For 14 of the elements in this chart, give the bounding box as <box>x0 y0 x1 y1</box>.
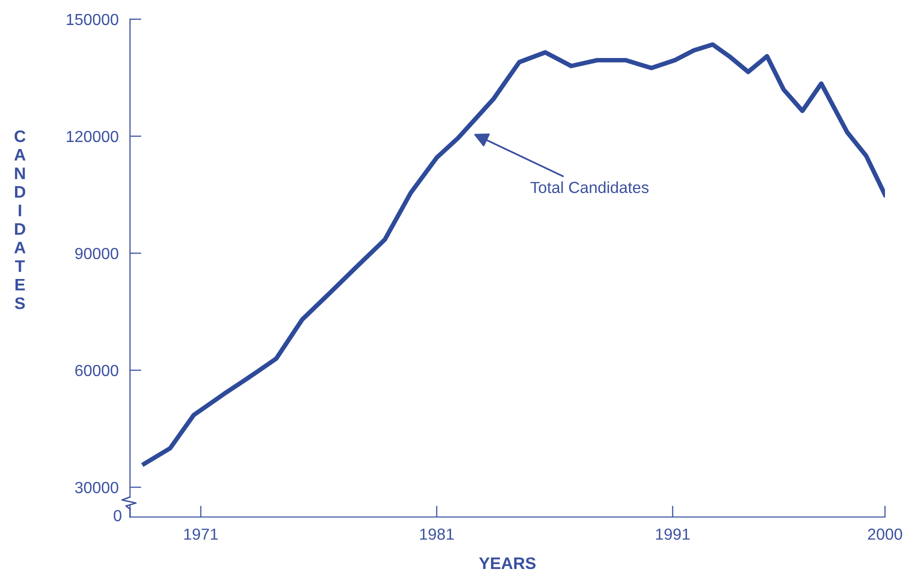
line-series <box>142 42 885 466</box>
y-tick-label: 90000 <box>75 248 118 260</box>
y-tick-label: 150000 <box>66 14 118 26</box>
x-tick-label: 1971 <box>184 528 218 540</box>
x-tick-label: 2000 <box>868 528 902 540</box>
x-axis-title: YEARS <box>479 557 536 570</box>
y-tick-label: 30000 <box>75 482 118 494</box>
x-tick-label: 1991 <box>656 528 690 540</box>
x-tick-label: 1981 <box>420 528 454 540</box>
y-tick-label: 120000 <box>66 130 118 142</box>
annotation: Total Candidates <box>530 181 649 194</box>
text: CANDIDATES <box>14 130 26 310</box>
text: 0 <box>114 510 122 522</box>
y-tick-label: 60000 <box>75 364 118 376</box>
